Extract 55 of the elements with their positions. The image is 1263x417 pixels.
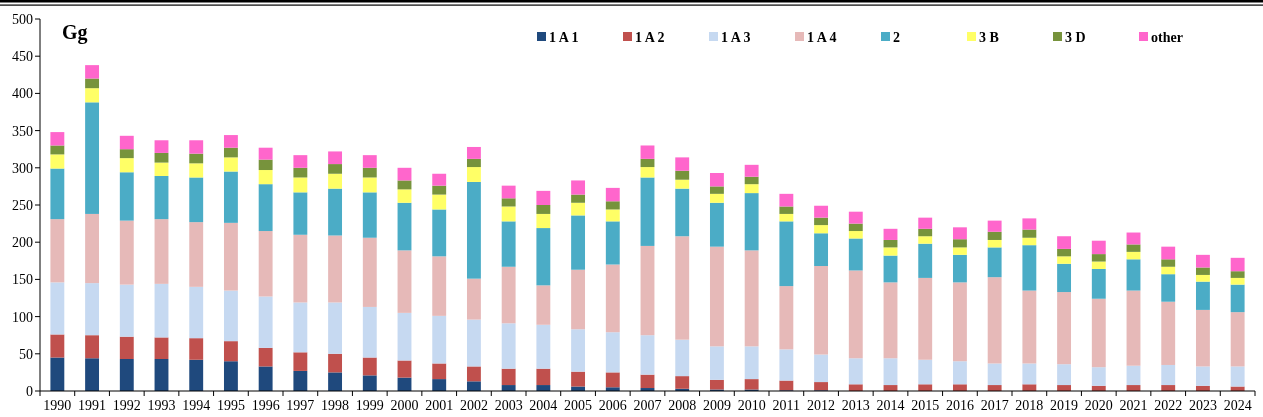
- y-tick-label: 150: [12, 272, 33, 288]
- y-tick-label: 350: [12, 123, 33, 139]
- y-tick-label: 50: [19, 346, 33, 362]
- x-tick-label: 2012: [807, 398, 836, 413]
- x-tick-label: 2024: [1223, 398, 1252, 413]
- y-tick-label: 250: [12, 197, 33, 213]
- y-axis-title: Gg: [62, 21, 88, 44]
- x-tick-label: 1990: [43, 398, 72, 413]
- x-tick-label: 2019: [1050, 398, 1079, 413]
- x-tick-label: 2011: [772, 398, 801, 413]
- legend-label: 1 A 2: [635, 29, 665, 45]
- legend-label: 3 B: [979, 29, 999, 45]
- x-tick-label: 2008: [668, 398, 697, 413]
- x-tick-label: 2010: [737, 398, 766, 413]
- x-tick-label: 2015: [911, 398, 940, 413]
- x-tick-label: 1991: [78, 398, 107, 413]
- y-tick-label: 500: [12, 11, 33, 27]
- x-tick-label: 2022: [1154, 398, 1183, 413]
- legend-label: other: [1151, 29, 1183, 45]
- legend-label: 2: [893, 29, 900, 45]
- y-tick-label: 0: [26, 383, 33, 399]
- y-tick-label: 300: [12, 160, 33, 176]
- x-tick-label: 2021: [1119, 398, 1148, 413]
- x-tick-label: 2002: [459, 398, 488, 413]
- x-tick-label: 2023: [1188, 398, 1217, 413]
- x-tick-label: 1995: [216, 398, 245, 413]
- y-tick-label: 100: [12, 309, 33, 325]
- x-tick-label: 2003: [494, 398, 523, 413]
- x-tick-label: 2018: [1015, 398, 1044, 413]
- x-tick-label: 2014: [876, 398, 905, 413]
- legend-label: 3 D: [1065, 29, 1086, 45]
- x-tick-label: 1997: [286, 398, 315, 413]
- x-tick-label: 2000: [390, 398, 419, 413]
- legend-label: 1 A 3: [721, 29, 751, 45]
- y-tick-label: 450: [12, 49, 33, 65]
- y-tick-label: 200: [12, 235, 33, 251]
- x-tick-label: 2001: [425, 398, 454, 413]
- x-tick-label: 2017: [980, 398, 1009, 413]
- y-tick-label: 400: [12, 86, 33, 102]
- x-tick-label: 2004: [529, 398, 558, 413]
- x-tick-label: 2005: [564, 398, 593, 413]
- x-tick-label: 2009: [702, 398, 731, 413]
- x-tick-label: 1999: [355, 398, 384, 413]
- x-tick-label: 1996: [251, 398, 280, 413]
- x-tick-label: 1992: [112, 398, 141, 413]
- x-tick-label: 1993: [147, 398, 176, 413]
- x-tick-label: 2007: [633, 398, 662, 413]
- x-tick-label: 2020: [1084, 398, 1113, 413]
- x-tick-label: 2006: [598, 398, 627, 413]
- legend-label: 1 A 4: [807, 29, 837, 45]
- x-tick-label: 2013: [841, 398, 870, 413]
- x-tick-label: 1998: [321, 398, 350, 413]
- x-tick-label: 1994: [182, 398, 211, 413]
- legend-label: 1 A 1: [549, 29, 579, 45]
- x-tick-label: 2016: [945, 398, 974, 413]
